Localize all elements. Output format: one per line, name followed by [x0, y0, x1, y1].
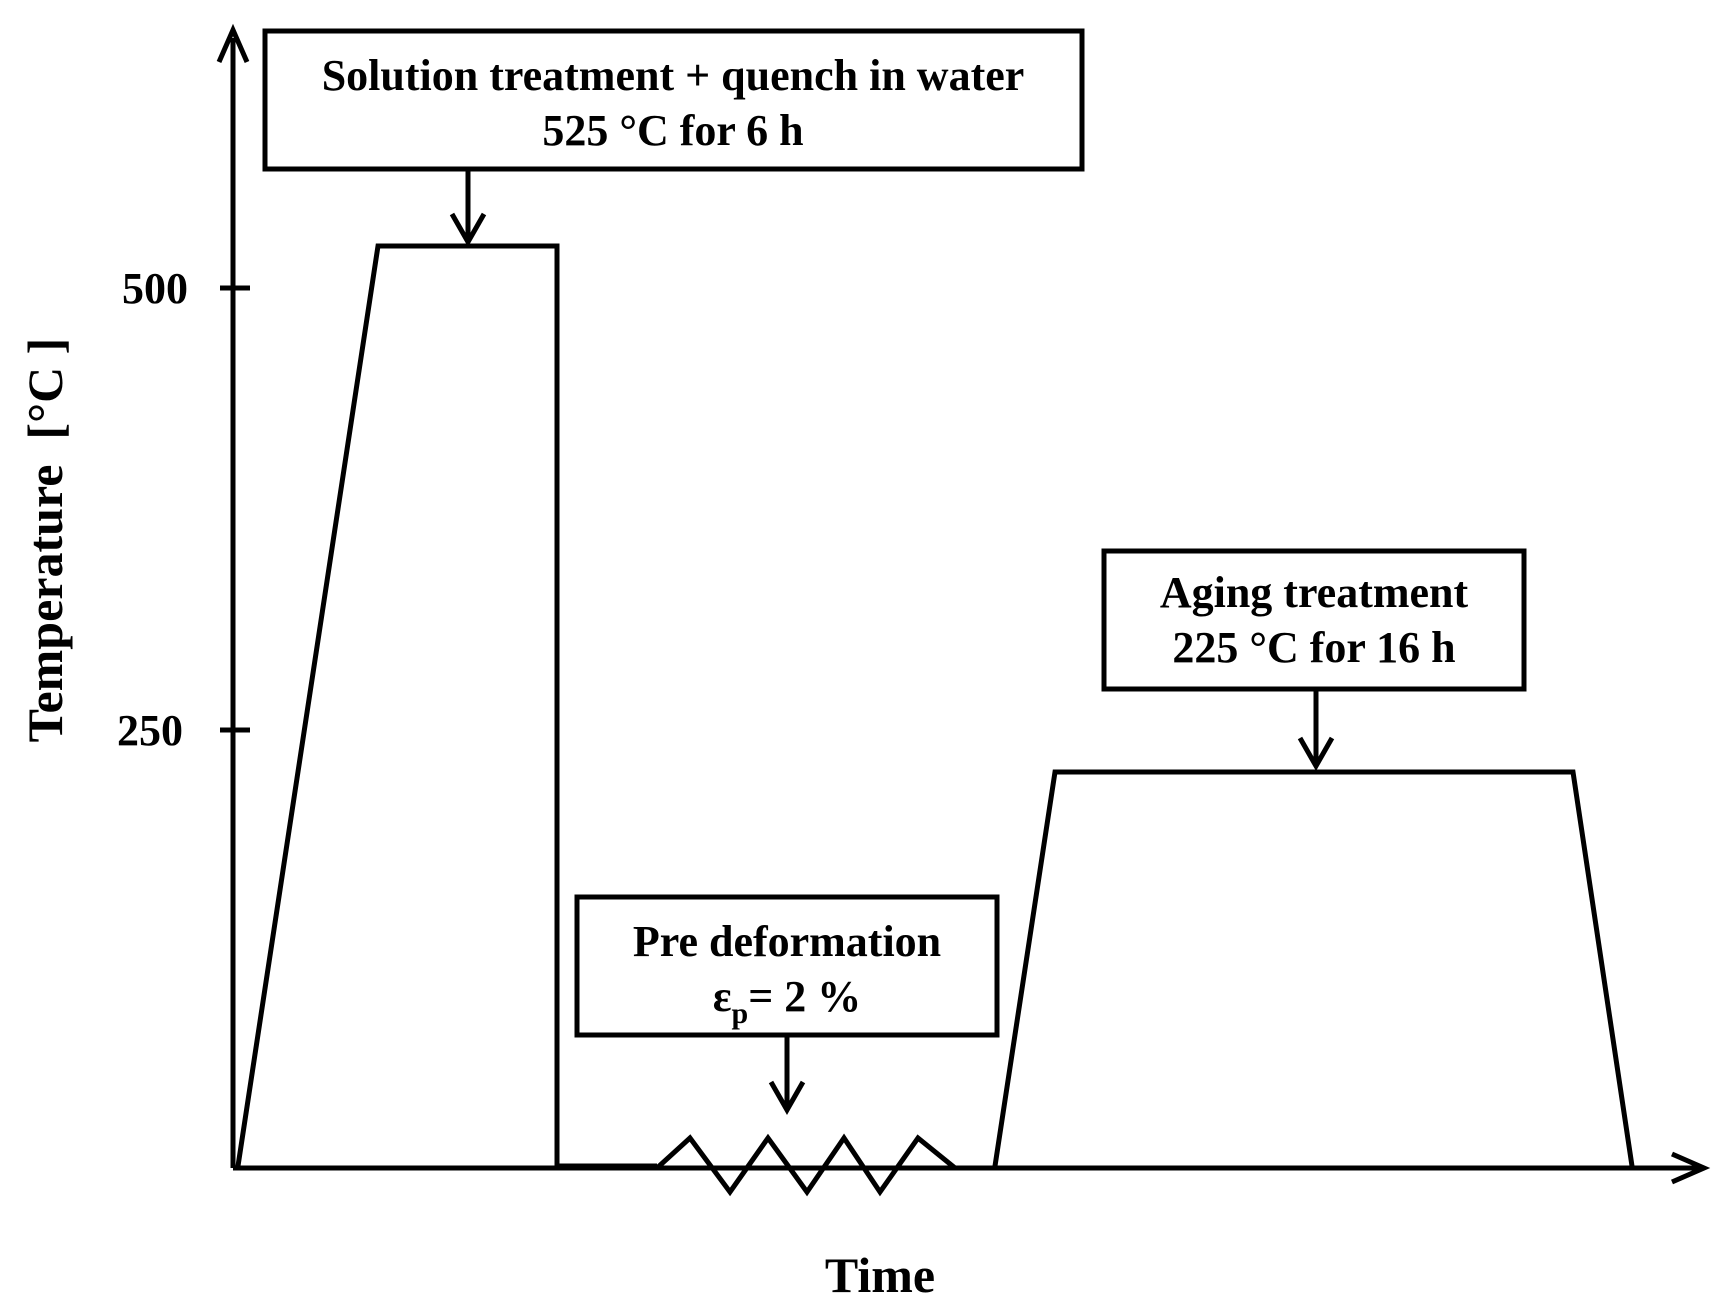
strain-symbol: ε — [713, 972, 732, 1021]
predeformation-arrowhead — [768, 1080, 806, 1116]
aging-treatment-profile — [992, 769, 1635, 1167]
x-axis-title: Time — [825, 1247, 935, 1303]
predeformation-strain: εp= 2 % — [713, 972, 862, 1030]
strain-subscript: p — [732, 997, 749, 1030]
y-tick-label-500: 500 — [122, 264, 188, 313]
aging-treatment-condition: 225 °C for 16 h — [1172, 623, 1455, 672]
aging-treatment-title: Aging treatment — [1160, 568, 1469, 617]
y-tick-label-250: 250 — [117, 706, 183, 755]
aging-arrowhead — [1297, 736, 1335, 772]
x-axis-arrowhead — [1670, 1151, 1711, 1185]
strain-value: = 2 % — [748, 972, 861, 1021]
solution-arrowhead — [449, 212, 487, 248]
predeformation-zigzag — [655, 1133, 995, 1197]
y-axis-title: Temperature [°C ] — [17, 338, 73, 743]
solution-treatment-profile — [235, 243, 657, 1169]
solution-treatment-box — [262, 28, 1085, 172]
y-axis-arrowhead — [216, 23, 250, 64]
solution-treatment-title: Solution treatment + quench in water — [322, 51, 1025, 100]
solution-treatment-condition: 525 °C for 6 h — [542, 106, 803, 155]
predeformation-title: Pre deformation — [633, 917, 941, 966]
